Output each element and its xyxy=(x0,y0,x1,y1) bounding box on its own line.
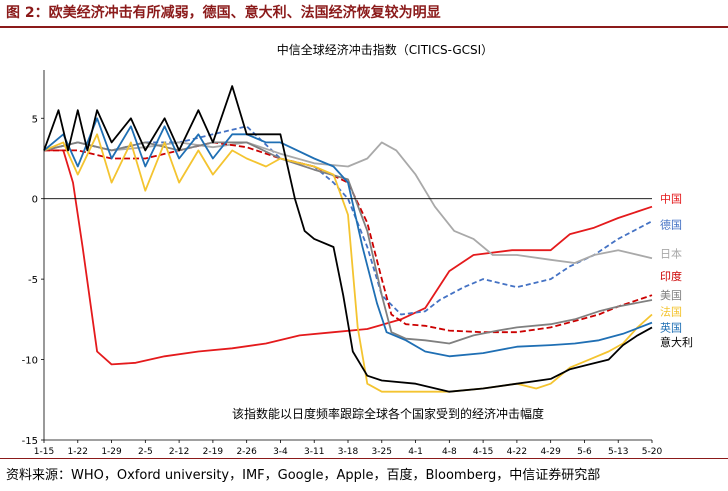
figure-title: 图 2：欧美经济冲击有所减弱，德国、意大利、法国经济恢复较为明显 xyxy=(0,0,728,26)
x-tick-label: 4-1 xyxy=(408,447,423,457)
series-line xyxy=(44,149,653,366)
series-label: 印度 xyxy=(660,269,682,283)
series-label: 中国 xyxy=(660,193,682,206)
x-tick-label: 4-22 xyxy=(507,447,527,457)
x-tick-label: 5-6 xyxy=(577,447,592,457)
x-tick-label: 2-12 xyxy=(169,447,189,457)
series-line xyxy=(44,141,653,334)
x-tick-label: 4-8 xyxy=(442,447,457,457)
x-tick-label: 2-5 xyxy=(138,447,153,457)
x-tick-label: 3-11 xyxy=(304,447,324,457)
x-tick-label: 4-29 xyxy=(540,447,561,457)
chart-title: 中信全球经济冲击指数（CITICS-GCSI） xyxy=(277,42,493,57)
series-line xyxy=(43,85,653,393)
y-tick-label: 5 xyxy=(32,114,38,125)
series-line xyxy=(43,133,653,393)
bottom-rule xyxy=(0,458,728,459)
series-label: 美国 xyxy=(660,289,682,302)
series-layer xyxy=(43,85,653,393)
series-label: 意大利 xyxy=(660,335,693,349)
x-tick-label: 3-4 xyxy=(273,447,288,457)
chart-svg: 5 0 -5 -10 -151-15 1-22 1-29 2-5 2-12 2-19 2-26 3-4… xyxy=(22,42,693,457)
chart-annotation: 该指数能以日度频率跟踪全球各个国家受到的经济冲击幅度 xyxy=(232,406,544,421)
series-line xyxy=(43,141,653,345)
x-tick-label: 3-25 xyxy=(372,447,392,457)
x-tick-label: 1-15 xyxy=(34,447,54,457)
x-tick-label: 3-18 xyxy=(338,447,359,457)
y-tick-label: -15 xyxy=(22,436,38,447)
axis-layer: 5 0 -5 -10 -151-15 1-22 1-29 2-5 2-12 2-19 2-26 3-4… xyxy=(22,70,663,457)
chart: 5 0 -5 -10 -15 1-15 1-22 1-29 2-5 2-12 2-19 2-26 3-4… xyxy=(0,30,728,460)
x-tick-label: 5-20 xyxy=(642,447,663,457)
series-line xyxy=(43,141,653,264)
x-tick-label: 5-13 xyxy=(608,447,628,457)
series-label: 日本 xyxy=(660,246,682,260)
y-tick-label: -5 xyxy=(28,275,38,286)
x-tick-label: 4-15 xyxy=(473,447,493,457)
y-tick-label: -10 xyxy=(22,356,38,367)
title-rule xyxy=(0,26,728,28)
series-line xyxy=(43,117,653,358)
x-tick-label: 2-19 xyxy=(203,447,224,457)
y-tick-label: 0 xyxy=(32,195,38,206)
series-label: 德国 xyxy=(660,217,682,231)
x-tick-label: 2-26 xyxy=(236,447,257,457)
source-note: 资料来源：WHO，Oxford university，IMF，Google，Ap… xyxy=(6,468,601,483)
x-tick-label: 1-22 xyxy=(68,447,88,457)
x-tick-label: 1-29 xyxy=(101,447,122,457)
series-label: 英国 xyxy=(660,320,682,334)
series-label: 法国 xyxy=(660,304,682,318)
